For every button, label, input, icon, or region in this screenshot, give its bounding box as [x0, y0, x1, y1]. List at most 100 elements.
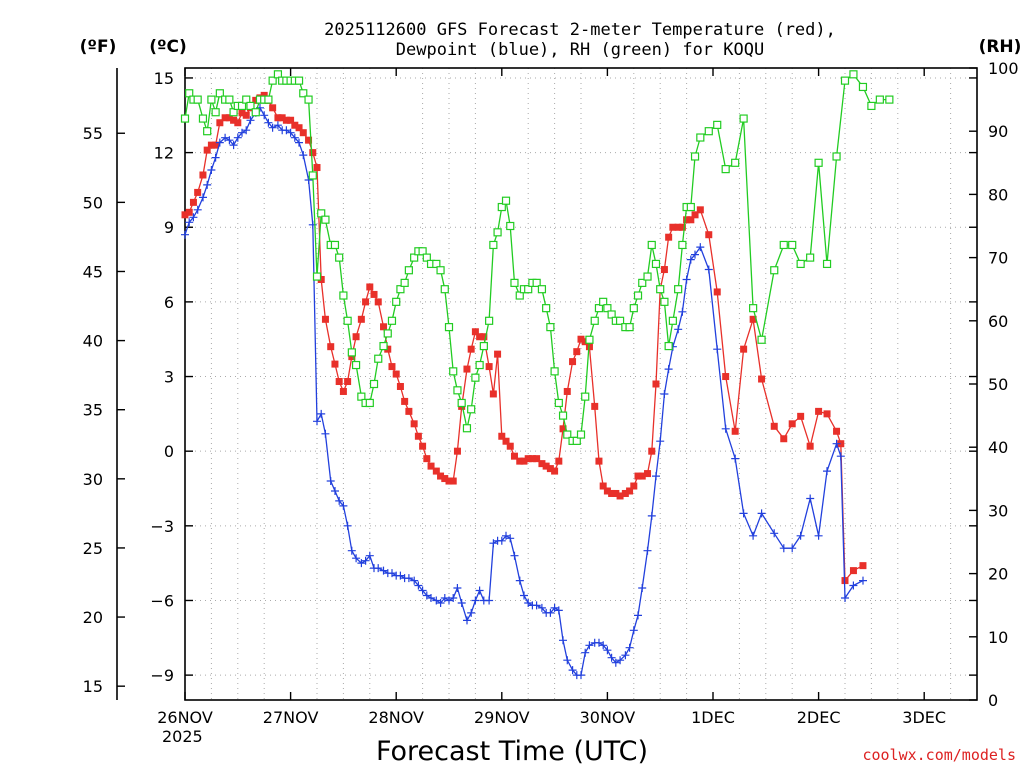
dewpoint-point [260, 111, 269, 120]
temperature-point [634, 472, 642, 480]
temperature-point [528, 455, 536, 463]
temperature-point [269, 104, 277, 112]
dewpoint-point [585, 641, 594, 650]
dewpoint-point [559, 636, 567, 645]
rh-point [273, 70, 283, 79]
dewpoint-point [577, 671, 585, 680]
rh-point [404, 266, 413, 275]
dewpoint-point [581, 648, 590, 657]
rh-point [537, 285, 547, 294]
temperature-point [388, 363, 396, 371]
rh-tick-label: 80 [988, 185, 1008, 204]
dewpoint-point [532, 601, 541, 610]
temperature-point [437, 472, 445, 480]
dewpoint-point [295, 138, 303, 147]
rh-unit-label: (RH) [979, 37, 1022, 57]
series-layer [180, 70, 894, 680]
celsius-tick-label: 12 [154, 144, 174, 163]
dewpoint-point [489, 539, 498, 548]
rh-point [563, 430, 572, 439]
rh-point [668, 316, 677, 325]
rh-point [690, 152, 700, 161]
rh-point [814, 158, 823, 167]
rh-point [696, 133, 705, 142]
rh-point [467, 405, 476, 414]
temperature-point [419, 442, 427, 450]
rh-point [731, 158, 740, 167]
rh-point [237, 101, 247, 111]
dewpoint-point [467, 608, 476, 617]
temperature-point [638, 472, 646, 480]
rh-point [858, 82, 868, 92]
temperature-point [722, 373, 730, 381]
temperature-point [696, 206, 704, 214]
temperature-point [471, 328, 479, 336]
temperature-point [432, 467, 440, 475]
temperature-point [823, 410, 831, 418]
dewpoint-point [713, 345, 722, 354]
rh-point [400, 278, 409, 287]
temperature-point [510, 452, 518, 460]
temperature-point [612, 489, 620, 497]
celsius-tick-label: 6 [164, 293, 174, 312]
temperature-point [652, 380, 660, 388]
temperature-point [410, 420, 418, 428]
dewpoint-point [788, 544, 797, 553]
x-axis-label: Forecast Time (UTC) [376, 736, 648, 767]
rh-point [875, 95, 884, 104]
celsius-tick-label: −9 [150, 666, 174, 685]
dewpoint-point [721, 424, 730, 433]
fahrenheit-tick-label: 50 [83, 193, 103, 212]
rh-tick-label: 60 [988, 312, 1008, 331]
temperature-point [212, 141, 220, 149]
dewpoint-point [331, 487, 339, 495]
rh-point [550, 367, 559, 376]
x-tick-label: 28NOV [368, 708, 424, 727]
fahrenheit-tick-label: 25 [83, 539, 103, 558]
rh-point [457, 398, 466, 408]
rh-point [757, 335, 766, 344]
temperature-point [384, 345, 392, 353]
temperature-point [797, 412, 805, 420]
dewpoint-point [599, 641, 608, 650]
dewpoint-point [313, 417, 321, 426]
rh-point [660, 297, 669, 306]
temperature-point [445, 477, 453, 485]
dewpoint-point [365, 551, 374, 560]
rh-point [770, 266, 779, 275]
dewpoint-point [361, 556, 370, 565]
temperature-point [216, 119, 224, 127]
rh-point [510, 278, 519, 287]
dewpoint-point [203, 180, 212, 189]
year-label: 2025 [162, 727, 203, 746]
dewpoint-point [193, 205, 202, 214]
temperature-point [309, 149, 317, 157]
temperature-point [327, 343, 335, 351]
rh-point [299, 89, 308, 98]
temperature-point [453, 447, 461, 455]
dewpoint-point [814, 531, 823, 540]
dewpoint-point [396, 571, 405, 580]
temperature-point [648, 447, 656, 455]
temperature-point [546, 465, 554, 473]
dewpoint-point [515, 576, 524, 585]
rh-point [339, 291, 348, 300]
temperature-point [683, 216, 691, 224]
dewpoint-point [339, 501, 348, 510]
temperature-point [740, 345, 748, 353]
temperature-point [616, 492, 624, 500]
temperature-point [516, 457, 524, 465]
dewpoint-point [796, 531, 805, 540]
dewpoint-point [185, 218, 194, 227]
rh-point [515, 291, 524, 300]
temperature-point [449, 477, 457, 485]
rh-point [410, 253, 419, 262]
rh-point [594, 304, 604, 313]
rh-point [392, 297, 401, 306]
temperature-point [551, 467, 559, 475]
rh-point [788, 240, 797, 250]
dewpoint-point [207, 166, 216, 174]
dewpoint-point [427, 594, 435, 602]
dewpoint-point [779, 544, 788, 553]
